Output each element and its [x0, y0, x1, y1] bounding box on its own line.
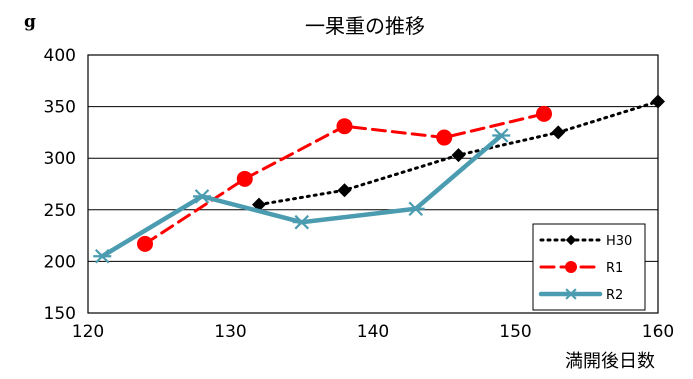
- data-point-H30-2: [451, 148, 466, 163]
- y-tick-label-400: 400: [44, 46, 76, 66]
- x-tick-label-150: 150: [499, 322, 531, 342]
- data-point-R1-0: [137, 235, 153, 252]
- series-H30: [252, 94, 665, 212]
- y-tick-label-250: 250: [44, 201, 76, 221]
- legend-item-R2: R2: [538, 288, 623, 303]
- series-R1: [137, 105, 552, 252]
- legend-marker-R1: [565, 261, 577, 273]
- data-point-R1-4: [536, 105, 552, 122]
- series-group: [93, 94, 665, 264]
- x-tick-label-160: 160: [642, 322, 674, 342]
- legend-label-R2: R2: [606, 288, 623, 303]
- data-point-R1-3: [436, 129, 453, 146]
- data-point-R2-4: [492, 128, 511, 143]
- x-tick-label-120: 120: [72, 322, 104, 342]
- legend-item-H30: H30: [539, 234, 632, 249]
- chart-title: 一果重の推移: [305, 14, 425, 38]
- legend-label-R1: R1: [606, 261, 623, 276]
- legend-marker-R2: [564, 288, 578, 300]
- y-tick-label-300: 300: [44, 149, 76, 169]
- y-tick-labels: 150 200 250 300 350 400: [44, 46, 76, 324]
- data-point-H30-3: [551, 125, 566, 140]
- series-R2: [93, 128, 511, 264]
- data-point-H30-4: [651, 94, 665, 109]
- x-tick-labels: 120 130 140 150 160: [72, 322, 674, 342]
- legend-marker-H30: [565, 234, 577, 246]
- y-tick-label-150: 150: [44, 304, 76, 324]
- data-point-H30-1: [337, 183, 352, 198]
- x-tick-label-130: 130: [214, 322, 246, 342]
- data-point-R2-0: [93, 248, 112, 264]
- legend: H30 R1 R2: [532, 223, 646, 311]
- data-point-R2-2: [292, 214, 311, 230]
- y-tick-label-350: 350: [44, 98, 76, 118]
- data-point-R1-1: [236, 170, 253, 187]
- data-point-R2-1: [193, 189, 211, 204]
- legend-item-R1: R1: [539, 261, 623, 276]
- y-axis-unit: g: [24, 12, 36, 32]
- y-tick-label-200: 200: [44, 252, 76, 272]
- data-point-R1-2: [336, 118, 353, 135]
- x-tick-label-140: 140: [357, 322, 389, 342]
- x-axis-label: 満開後日数: [565, 351, 655, 372]
- data-point-R2-3: [406, 201, 425, 217]
- legend-label-H30: H30: [606, 234, 632, 249]
